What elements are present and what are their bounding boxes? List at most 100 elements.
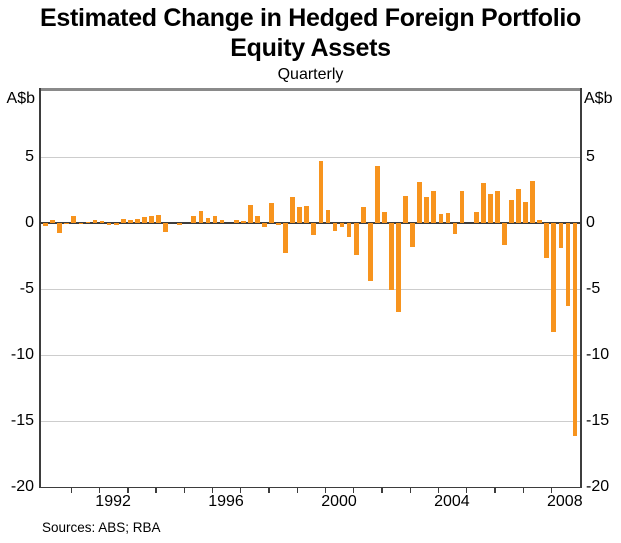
bar-1997-Q4: [262, 222, 267, 228]
bar-2004-Q1: [438, 213, 444, 223]
x-tick-1998: [268, 488, 270, 493]
bar-1998-Q4: [290, 196, 296, 223]
bar-1991-Q2: [78, 222, 84, 225]
bar-1999-Q4: [318, 160, 324, 223]
bar-1992-Q1: [99, 220, 105, 223]
x-year-label-1996: 1996: [208, 493, 244, 510]
bar-1991-Q1: [71, 216, 77, 223]
gridline--5: [40, 288, 580, 290]
plot-border-left: [39, 88, 41, 488]
bar-2003-Q4: [431, 190, 437, 223]
bar-2007-Q2: [530, 181, 536, 223]
bar-1993-Q2: [135, 218, 140, 223]
bar-1992-Q3: [113, 222, 119, 225]
y-tick-label-right-0: 0: [586, 214, 595, 232]
bar-2005-Q4: [487, 193, 493, 223]
y-tick-label-left--20: -20: [10, 478, 34, 495]
bar-1996-Q1: [212, 216, 218, 223]
bar-2008-Q3: [565, 222, 571, 306]
bar-2001-Q2: [360, 207, 366, 223]
bar-2001-Q4: [375, 166, 380, 223]
bar-2002-Q1: [382, 211, 387, 223]
bar-2002-Q3: [396, 222, 401, 313]
x-tick-2004: [437, 488, 440, 493]
y-tick-label-right-5: 5: [586, 148, 595, 166]
y-axis-unit-right: A$b: [584, 90, 613, 107]
x-tick-1996: [211, 488, 214, 493]
bar-1991-Q4: [92, 220, 98, 223]
bar-2003-Q2: [417, 182, 423, 223]
bar-2006-Q4: [516, 189, 521, 223]
bar-2005-Q2: [473, 212, 479, 223]
gridline--10: [40, 354, 580, 356]
bar-1997-Q2: [247, 205, 253, 223]
bar-2004-Q3: [452, 222, 458, 234]
x-tick-1991: [70, 488, 73, 493]
bar-1993-Q3: [142, 216, 147, 223]
bar-2000-Q4: [346, 222, 352, 238]
bar-2008-Q4: [572, 222, 578, 437]
bar-1998-Q1: [269, 203, 274, 223]
bar-2006-Q1: [495, 191, 500, 223]
bar-1997-Q3: [255, 215, 260, 223]
gridline--15: [40, 420, 580, 422]
x-year-label-1992: 1992: [95, 493, 131, 510]
chart-subtitle: Quarterly: [277, 66, 344, 83]
x-tick-1992: [99, 488, 101, 493]
x-tick-2008: [550, 488, 553, 493]
bar-1992-Q4: [120, 218, 126, 223]
zero-line: [40, 221, 580, 224]
bar-2006-Q2: [502, 222, 507, 246]
x-year-label-2008: 2008: [547, 493, 583, 510]
bar-1999-Q1: [297, 207, 303, 223]
x-year-label-2000: 2000: [321, 493, 357, 510]
y-tick-label-left-5: 5: [25, 148, 34, 166]
y-axis-unit-left: A$b: [6, 90, 35, 107]
y-tick-label-left--10: -10: [10, 346, 34, 364]
x-tick-2005: [466, 488, 468, 493]
bar-1992-Q2: [106, 222, 112, 226]
bar-2003-Q3: [424, 196, 430, 223]
bar-1995-Q4: [205, 218, 211, 223]
y-tick-label-right--5: -5: [586, 280, 601, 298]
bar-2004-Q2: [445, 212, 451, 223]
y-tick-label-left-0: 0: [25, 214, 34, 232]
bar-2003-Q1: [410, 222, 416, 248]
bar-1994-Q1: [156, 214, 161, 223]
bar-2007-Q3: [537, 219, 543, 223]
x-year-label-2004: 2004: [434, 493, 470, 510]
bar-1990-Q1: [43, 222, 48, 227]
bar-1994-Q4: [177, 222, 183, 225]
y-tick-label-right--15: -15: [586, 412, 610, 430]
bar-2002-Q2: [389, 222, 394, 290]
bar-2000-Q1: [325, 210, 331, 223]
bar-2006-Q3: [509, 199, 514, 223]
chart-title-line2: Equity Assets: [230, 34, 391, 62]
bar-1996-Q2: [219, 219, 225, 223]
x-tick-2002: [381, 488, 383, 493]
bar-2008-Q1: [551, 222, 557, 333]
source-note: Sources: ABS; RBA: [42, 520, 161, 535]
bar-1999-Q2: [304, 205, 310, 223]
plot-border-bottom: [39, 486, 582, 489]
bar-1990-Q2: [50, 219, 56, 223]
x-tick-1995: [183, 488, 186, 493]
bar-2004-Q4: [459, 190, 465, 223]
plot-border-top: [39, 88, 582, 91]
bar-2008-Q2: [558, 222, 564, 248]
bar-1990-Q4: [64, 222, 70, 225]
bar-1998-Q2: [276, 222, 281, 225]
bar-2007-Q4: [544, 222, 550, 259]
x-tick-1999: [296, 488, 298, 493]
x-tick-1993: [127, 488, 129, 493]
y-tick-label-right--20: -20: [586, 478, 610, 495]
x-tick-1997: [240, 488, 242, 493]
bar-1995-Q2: [191, 216, 197, 223]
x-tick-2001: [353, 488, 355, 493]
bar-2001-Q1: [353, 222, 359, 256]
x-tick-2007: [522, 488, 524, 493]
bar-1993-Q1: [127, 219, 133, 223]
bar-2005-Q3: [480, 182, 486, 223]
bar-2002-Q4: [403, 195, 408, 223]
y-tick-label-left--15: -15: [10, 412, 34, 430]
